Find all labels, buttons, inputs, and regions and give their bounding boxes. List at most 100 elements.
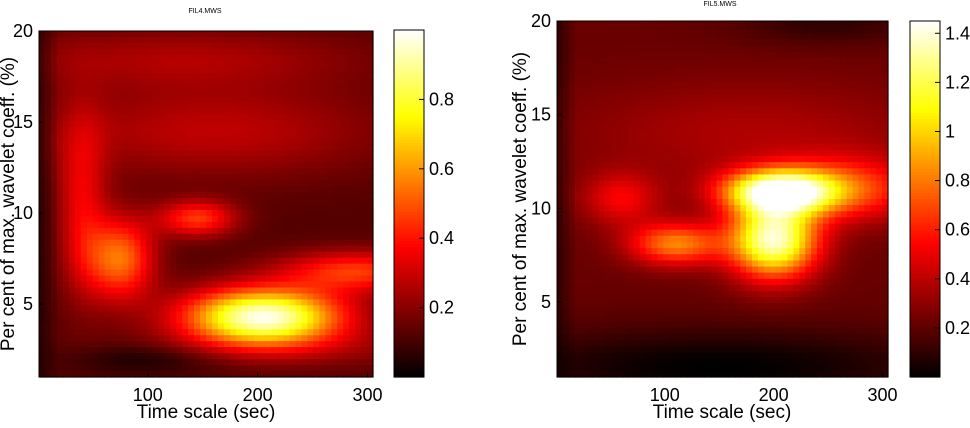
heatmap-cell — [361, 257, 368, 265]
y-tick-label: 20 — [13, 21, 33, 41]
heatmap-cell — [817, 168, 824, 176]
heatmap-cell — [283, 239, 291, 247]
heatmap-cell — [134, 347, 141, 354]
heatmap-cell — [44, 221, 52, 229]
heatmap-cell — [846, 63, 854, 71]
heatmap-cell — [217, 84, 225, 92]
heatmap-cell — [337, 209, 344, 217]
heatmap-cell — [68, 269, 76, 277]
heatmap-cell — [62, 305, 70, 312]
heatmap-cell — [828, 174, 836, 182]
heatmap-cell — [277, 221, 285, 229]
heatmap-cell — [182, 365, 189, 372]
heatmap-cell — [367, 72, 374, 80]
heatmap-cell — [740, 100, 747, 108]
heatmap-cell — [734, 125, 741, 133]
heatmap-cell — [110, 78, 118, 86]
heatmap-cell — [805, 21, 812, 28]
heatmap-cell — [757, 137, 765, 145]
heatmap-cell — [229, 215, 237, 223]
heatmap-cell — [645, 174, 653, 182]
heatmap-cell — [164, 144, 171, 151]
heatmap-cell — [355, 221, 362, 229]
heatmap-cell — [313, 72, 320, 80]
heatmap-cell — [598, 21, 605, 28]
colorbar-segment — [394, 284, 424, 288]
heatmap-cell — [271, 287, 279, 295]
heatmap-cell — [349, 233, 356, 241]
heatmap-cell — [200, 114, 207, 122]
heatmap-cell — [343, 227, 350, 235]
heatmap-cell — [295, 54, 303, 62]
heatmap-cell — [633, 82, 641, 90]
heatmap-cell — [834, 45, 842, 53]
heatmap-cell — [663, 27, 670, 34]
heatmap-cell — [657, 180, 664, 188]
heatmap-cell — [343, 186, 350, 193]
heatmap-cell — [110, 269, 118, 277]
heatmap-cell — [265, 347, 273, 354]
heatmap-cell — [223, 353, 231, 360]
heatmap-cell — [331, 347, 338, 354]
heatmap-cell — [98, 180, 106, 187]
heatmap-cell — [206, 48, 213, 56]
heatmap-cell — [337, 186, 344, 193]
heatmap-cell — [140, 233, 147, 241]
heatmap-cell — [343, 168, 350, 175]
heatmap-cell — [307, 227, 314, 235]
heatmap-cell — [639, 119, 647, 126]
heatmap-cell — [98, 54, 106, 62]
heatmap-cell — [811, 63, 818, 71]
heatmap-cell — [325, 36, 332, 44]
heatmap-cell — [62, 329, 70, 336]
heatmap-cell — [80, 114, 88, 122]
heatmap-cell — [182, 335, 189, 342]
heatmap-cell — [568, 125, 576, 133]
heatmap-cell — [194, 371, 201, 378]
heatmap-cell — [265, 108, 273, 116]
heatmap-cell — [74, 227, 82, 235]
heatmap-cell — [110, 227, 118, 235]
heatmap-cell — [557, 125, 564, 133]
heatmap-cell — [627, 143, 635, 151]
heatmap-cell — [235, 162, 243, 169]
heatmap-cell — [645, 113, 653, 120]
heatmap-cell — [217, 269, 225, 277]
heatmap-cell — [313, 31, 320, 38]
heatmap-cell — [50, 60, 58, 68]
heatmap-cell — [669, 76, 676, 83]
heatmap-cell — [39, 317, 46, 324]
heatmap-cell — [86, 341, 94, 348]
heatmap-cell — [206, 257, 213, 265]
heatmap-cell — [146, 347, 153, 354]
heatmap-cell — [86, 66, 94, 74]
heatmap-cell — [223, 84, 231, 92]
heatmap-cell — [325, 162, 332, 169]
heatmap-cell — [343, 72, 350, 80]
heatmap-cell — [355, 31, 362, 38]
heatmap-cell — [235, 245, 243, 253]
heatmap-cell — [692, 70, 700, 77]
heatmap-cell — [170, 156, 177, 163]
heatmap-cell — [610, 76, 617, 83]
heatmap-cell — [86, 174, 94, 181]
heatmap-cell — [98, 221, 106, 229]
heatmap-cell — [241, 257, 249, 265]
heatmap-cell — [331, 132, 338, 139]
heatmap-cell — [822, 100, 830, 108]
heatmap-cell — [598, 156, 605, 163]
heatmap-cell — [307, 233, 314, 241]
heatmap-cell — [757, 162, 765, 169]
heatmap-cell — [116, 108, 124, 116]
heatmap-cell — [361, 263, 368, 271]
heatmap-cell — [241, 239, 249, 247]
heatmap-cell — [50, 108, 58, 116]
heatmap-cell — [98, 317, 106, 324]
heatmap-cell — [610, 57, 617, 65]
heatmap-cell — [740, 51, 747, 59]
heatmap-cell — [86, 371, 94, 378]
heatmap-cell — [170, 341, 177, 348]
heatmap-cell — [331, 365, 338, 372]
heatmap-cell — [295, 120, 303, 128]
heatmap-cell — [50, 36, 58, 44]
